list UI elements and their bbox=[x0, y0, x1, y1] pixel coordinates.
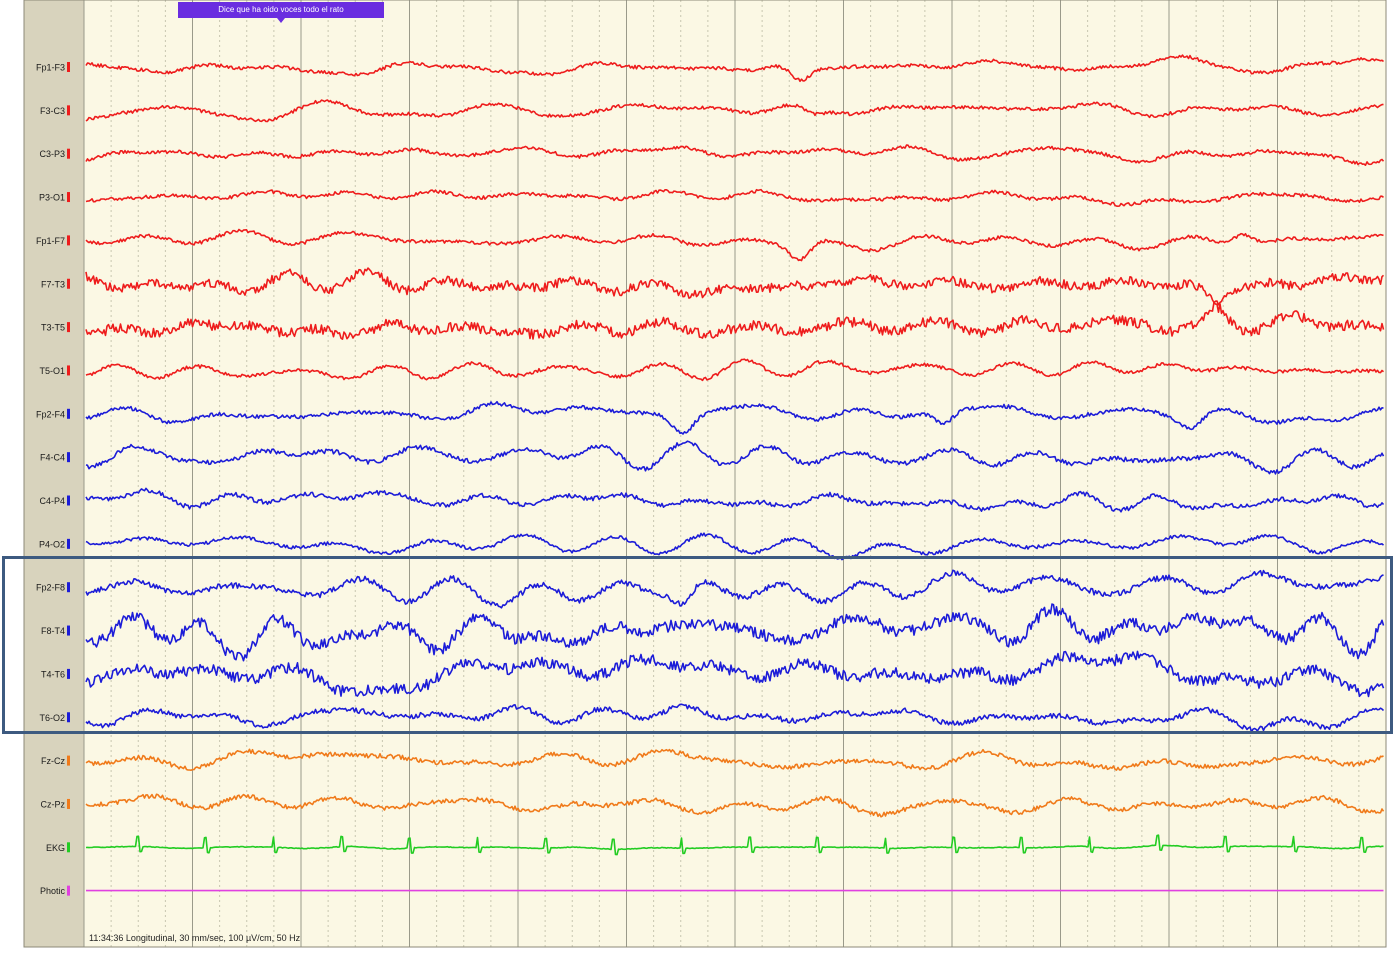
channel-color-marker bbox=[67, 755, 70, 766]
trace-t4-t6 bbox=[85, 650, 1385, 698]
channel-color-marker bbox=[67, 365, 70, 376]
channel-color-marker bbox=[67, 235, 70, 246]
trace-p4-o2 bbox=[85, 532, 1385, 561]
trace-f7-t3 bbox=[85, 267, 1385, 306]
channel-color-marker bbox=[67, 582, 70, 593]
annotation-pointer bbox=[277, 18, 285, 23]
channel-label[interactable]: Fp1-F3 bbox=[36, 63, 65, 73]
left-label-panel bbox=[24, 0, 84, 947]
channel-color-marker bbox=[67, 885, 70, 896]
channel-color-marker bbox=[67, 798, 70, 809]
channel-color-marker bbox=[67, 712, 70, 723]
channel-labels: Fp1-F3 F3-C3 C3-P3 P3-O1 Fp1-F7 F7-T3 T3-T5 T5-… bbox=[36, 62, 70, 896]
channel-color-marker bbox=[67, 625, 70, 636]
trace-fp1-f3 bbox=[85, 54, 1384, 83]
eeg-traces bbox=[85, 54, 1385, 892]
trace-fp2-f8 bbox=[85, 569, 1384, 609]
plot-frame bbox=[23, 0, 1387, 948]
channel-color-marker bbox=[67, 105, 70, 116]
channel-label[interactable]: P3-O1 bbox=[39, 193, 65, 203]
channel-color-marker bbox=[67, 322, 70, 333]
channel-color-marker bbox=[67, 192, 70, 203]
channel-label[interactable]: EKG bbox=[46, 843, 65, 853]
channel-color-marker bbox=[67, 538, 70, 549]
channel-label[interactable]: Cz-Pz bbox=[41, 799, 66, 809]
channel-label[interactable]: F3-C3 bbox=[40, 106, 65, 116]
trace-p3-o1 bbox=[85, 188, 1384, 207]
trace-fp2-f4 bbox=[85, 400, 1384, 435]
recording-status-line: 11:34:36 Longitudinal, 30 mm/sec, 100 µV… bbox=[89, 933, 301, 943]
trace-t6-o2 bbox=[85, 703, 1385, 733]
channel-label[interactable]: Fp1-F7 bbox=[36, 236, 65, 246]
channel-color-marker bbox=[67, 62, 70, 72]
trace-ekg bbox=[85, 834, 1384, 856]
channel-label[interactable]: F7-T3 bbox=[41, 279, 65, 289]
channel-label[interactable]: C4-P4 bbox=[39, 496, 65, 506]
channel-color-marker bbox=[67, 148, 70, 159]
channel-color-marker bbox=[67, 452, 70, 463]
channel-color-marker bbox=[67, 495, 70, 506]
channel-label[interactable]: F8-T4 bbox=[41, 626, 65, 636]
channel-label[interactable]: Fp2-F8 bbox=[36, 583, 65, 593]
trace-t5-o1 bbox=[85, 358, 1384, 382]
trace-fz-cz bbox=[85, 748, 1384, 772]
channel-label[interactable]: Fz-Cz bbox=[41, 756, 65, 766]
channel-label[interactable]: P4-O2 bbox=[39, 539, 65, 549]
trace-c3-p3 bbox=[85, 144, 1385, 166]
channel-label[interactable]: T4-T6 bbox=[41, 669, 65, 679]
channel-label[interactable]: T3-T5 bbox=[41, 323, 65, 333]
channel-label[interactable]: Photic bbox=[40, 886, 66, 896]
channel-label[interactable]: T6-O2 bbox=[39, 713, 65, 723]
trace-t3-t5 bbox=[85, 301, 1385, 341]
channel-color-marker bbox=[67, 408, 70, 419]
channel-label[interactable]: C3-P3 bbox=[39, 149, 65, 159]
channel-label[interactable]: T5-O1 bbox=[39, 366, 65, 376]
annotation-flag[interactable]: Dice que ha oido voces todo el rato bbox=[178, 2, 384, 18]
trace-c4-p4 bbox=[85, 487, 1385, 513]
channel-label[interactable]: F4-C4 bbox=[40, 453, 65, 463]
trace-cz-pz bbox=[85, 793, 1385, 818]
channel-color-marker bbox=[67, 842, 70, 853]
trace-f3-c3 bbox=[85, 99, 1384, 123]
channel-color-marker bbox=[67, 668, 70, 679]
channel-color-marker bbox=[67, 278, 70, 289]
trace-f8-t4 bbox=[85, 603, 1385, 662]
trace-fp1-f7 bbox=[85, 228, 1384, 262]
channel-label[interactable]: Fp2-F4 bbox=[36, 409, 65, 419]
trace-f4-c4 bbox=[85, 440, 1385, 475]
